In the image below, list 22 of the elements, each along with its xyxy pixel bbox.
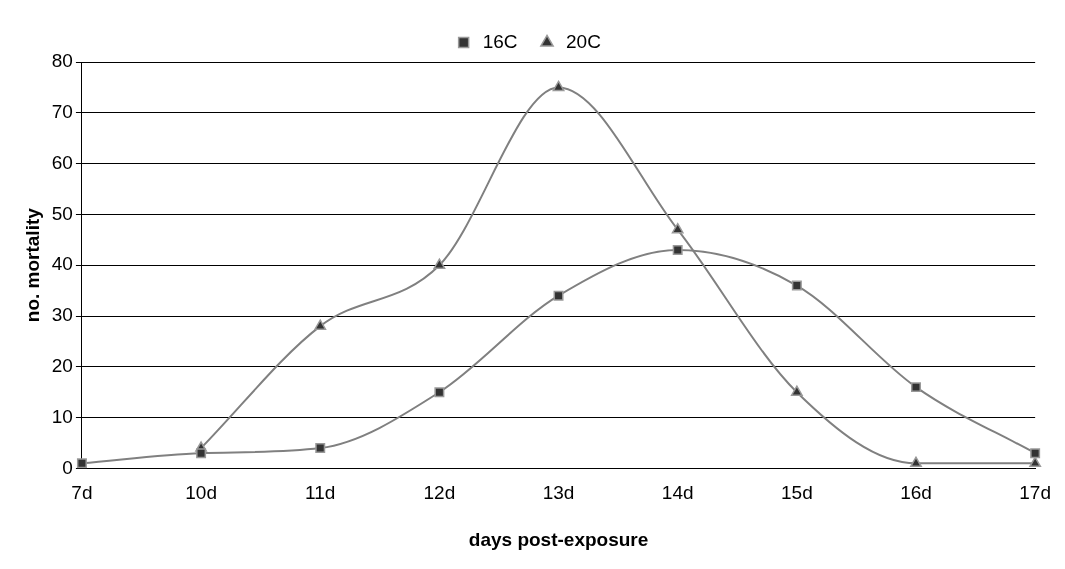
x-tick-label: 15d [780,482,813,504]
x-tick-label: 12d [423,482,456,504]
x-axis-title: days post-exposure [468,528,649,550]
x-tick-label: 16d [900,482,932,504]
y-tick-label: 40 [51,253,73,275]
x-tick-label: 14d [661,482,694,504]
x-tick-label: 11d [305,482,336,504]
y-tick-label: 20 [51,355,73,377]
y-tick-label: 60 [51,151,73,173]
legend-label: 16C [482,30,518,52]
x-tick-label: 17d [1019,482,1051,504]
x-tick-label: 13d [542,482,575,504]
y-tick-label: 30 [51,304,73,326]
y-axis-title: no. mortality [21,207,43,323]
y-tick-label: 80 [51,50,73,72]
y-tick-label: 0 [62,456,73,478]
y-tick-label: 70 [51,101,73,123]
y-tick-label: 10 [51,405,73,427]
x-tick-label: 7d [71,482,93,504]
legend-label: 20C [566,30,601,52]
x-tick-label: 10d [185,482,217,504]
y-tick-label: 50 [51,202,73,224]
